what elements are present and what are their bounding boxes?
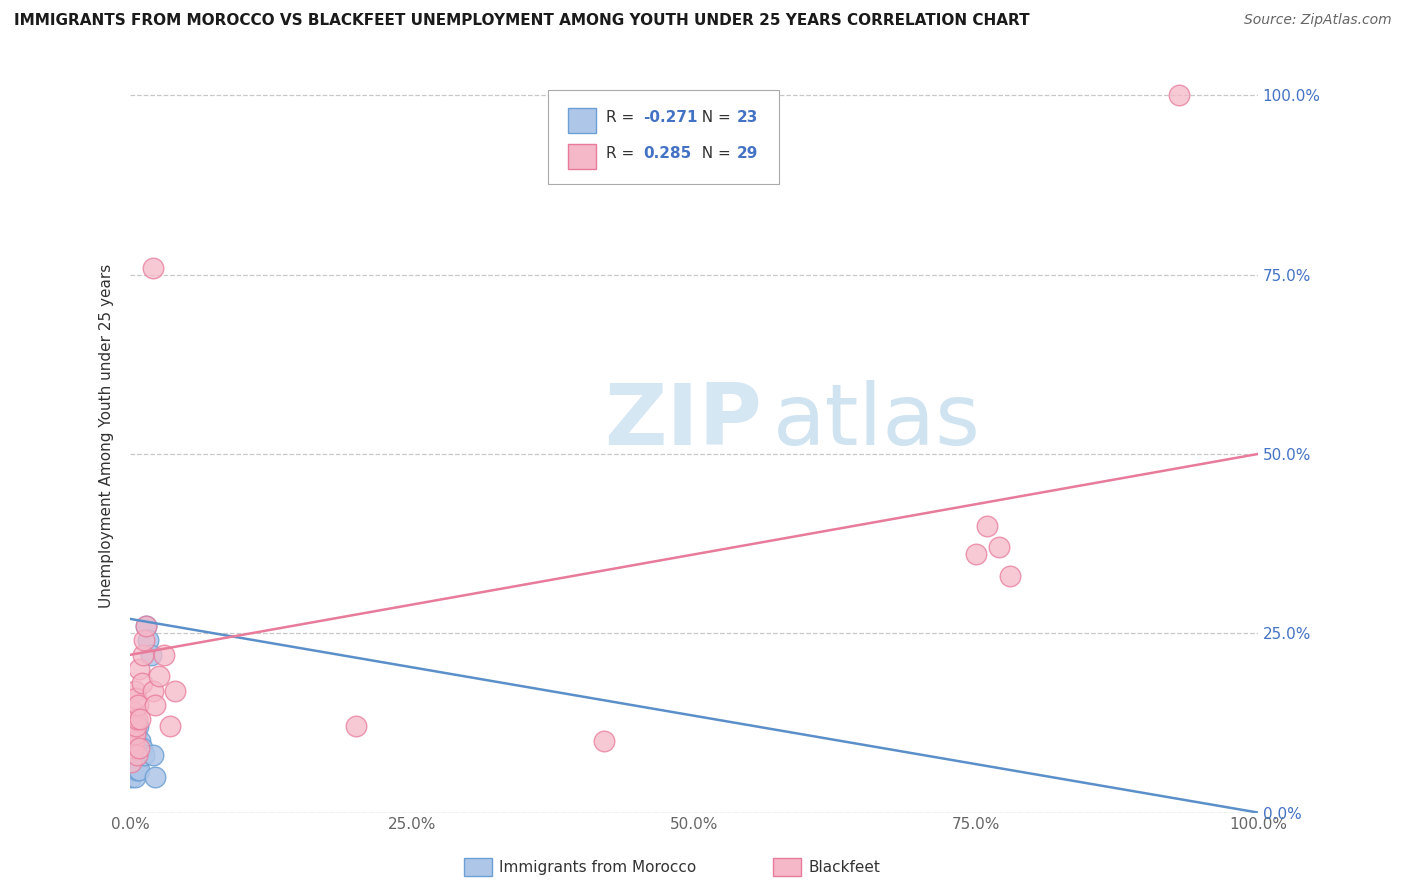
Point <box>125 756 148 770</box>
Point <box>122 705 145 719</box>
Point <box>122 763 145 777</box>
Point <box>165 683 187 698</box>
Point <box>121 741 143 756</box>
Point <box>120 756 142 770</box>
Point <box>142 683 165 698</box>
Point <box>125 690 148 705</box>
Point <box>120 770 142 784</box>
Point <box>129 734 152 748</box>
Text: atlas: atlas <box>773 379 981 463</box>
Point <box>153 648 176 662</box>
FancyBboxPatch shape <box>568 144 596 169</box>
Text: N =: N = <box>692 110 735 125</box>
Point <box>142 260 165 275</box>
Text: N =: N = <box>692 146 735 161</box>
Point <box>124 770 146 784</box>
Text: IMMIGRANTS FROM MOROCCO VS BLACKFEET UNEMPLOYMENT AMONG YOUTH UNDER 25 YEARS COR: IMMIGRANTS FROM MOROCCO VS BLACKFEET UNE… <box>14 13 1029 29</box>
FancyBboxPatch shape <box>568 108 596 133</box>
Point <box>124 719 146 733</box>
Point <box>127 748 149 763</box>
Point <box>127 719 149 733</box>
Point <box>976 518 998 533</box>
Y-axis label: Unemployment Among Youth under 25 years: Unemployment Among Youth under 25 years <box>100 264 114 608</box>
Point <box>122 734 145 748</box>
Point <box>593 734 616 748</box>
Point <box>132 648 155 662</box>
Point <box>143 698 166 712</box>
Point <box>143 770 166 784</box>
Point <box>121 756 143 770</box>
Point <box>148 669 170 683</box>
Point <box>128 741 150 756</box>
Point <box>159 719 181 733</box>
Point <box>125 719 148 733</box>
Point <box>129 712 152 726</box>
Text: Blackfeet: Blackfeet <box>808 860 880 874</box>
Point <box>132 748 155 763</box>
Point <box>142 748 165 763</box>
Point <box>124 726 146 740</box>
Text: R =: R = <box>606 146 644 161</box>
Text: Source: ZipAtlas.com: Source: ZipAtlas.com <box>1244 13 1392 28</box>
Point <box>135 619 157 633</box>
Text: 29: 29 <box>737 146 758 161</box>
Point <box>965 548 987 562</box>
Text: -0.271: -0.271 <box>644 110 697 125</box>
Point <box>998 569 1021 583</box>
Point <box>127 741 149 756</box>
Point <box>127 763 149 777</box>
Text: 23: 23 <box>737 110 758 125</box>
Point <box>344 719 367 733</box>
Point <box>135 619 157 633</box>
Point <box>131 741 153 756</box>
Point <box>124 748 146 763</box>
Point <box>122 734 145 748</box>
Text: R =: R = <box>606 110 640 125</box>
Point <box>128 662 150 676</box>
Point <box>127 698 149 712</box>
Point <box>121 719 143 733</box>
Point <box>987 540 1010 554</box>
Point <box>138 633 160 648</box>
Point <box>127 712 149 726</box>
FancyBboxPatch shape <box>547 90 779 184</box>
Point <box>131 676 153 690</box>
Point <box>127 748 149 763</box>
Point <box>128 763 150 777</box>
Point <box>125 726 148 740</box>
Text: Immigrants from Morocco: Immigrants from Morocco <box>499 860 696 874</box>
Text: ZIP: ZIP <box>605 379 762 463</box>
Point <box>1167 88 1189 103</box>
Point <box>124 683 146 698</box>
Point <box>121 741 143 756</box>
Text: 0.285: 0.285 <box>644 146 692 161</box>
Point <box>132 633 155 648</box>
Point <box>139 648 162 662</box>
